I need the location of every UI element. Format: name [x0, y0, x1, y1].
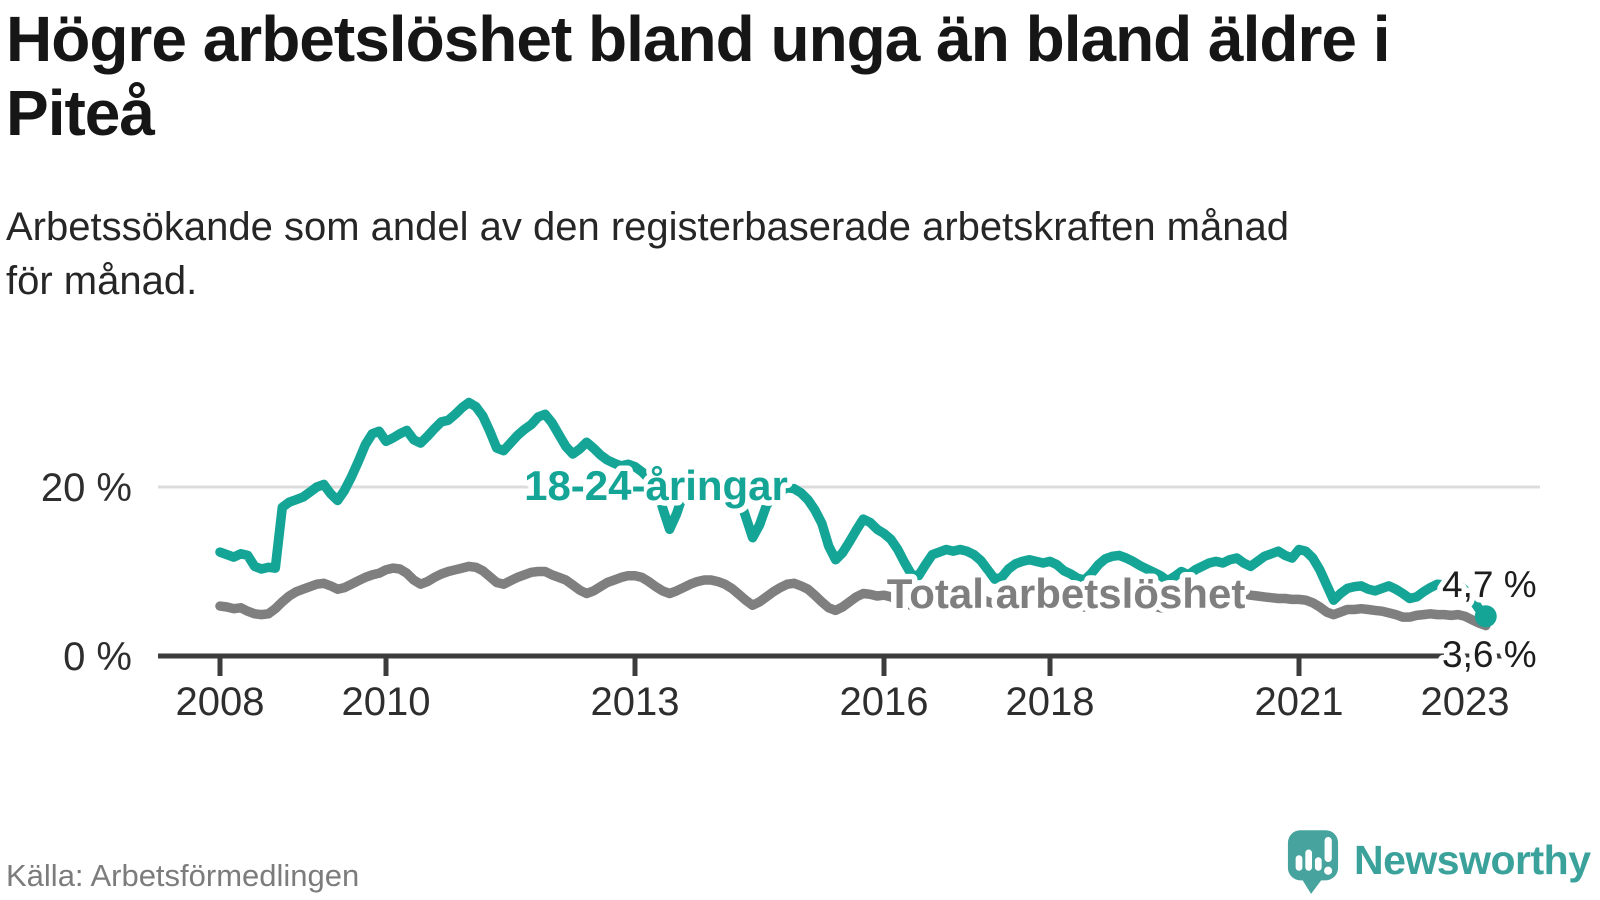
- youth-end-value-label: 4,7 %: [1442, 564, 1537, 605]
- x-axis-tick-label: 2016: [840, 680, 929, 724]
- x-axis-tick-label: 2023: [1421, 680, 1510, 724]
- total-series-label: Total arbetslöshet: [887, 570, 1246, 617]
- source-note: Källa: Arbetsförmedlingen: [6, 858, 360, 893]
- y-axis-tick-label: 0 %: [63, 635, 132, 679]
- newsworthy-logo: Newsworthy: [1286, 830, 1591, 896]
- chart-subtitle-line2: för månad.: [6, 259, 198, 303]
- axis-layer: 2008 2010 2013 2016 2018 2021 2023: [158, 653, 1540, 724]
- chart-subtitle-line1: Arbetssökande som andel av den registerb…: [6, 205, 1289, 249]
- total-series-line: [215, 561, 1491, 631]
- youth-series-label: 18-24-åringar: [524, 462, 788, 509]
- x-axis-tick-label: 2021: [1255, 680, 1344, 724]
- newsworthy-wordmark: Newsworthy: [1354, 836, 1591, 883]
- chart-title-line2: Piteå: [6, 77, 155, 149]
- x-axis-tick-label: 2008: [176, 680, 265, 724]
- y-axis-labels: 0 % 20 %: [41, 466, 132, 679]
- chart-title: Högre arbetslöshet bland unga än bland ä…: [6, 2, 1586, 150]
- newsworthy-speech-bubble-icon: [1287, 830, 1339, 894]
- total-end-value-label: 3,6 %: [1442, 634, 1537, 675]
- label-layer: 18-24-åringar Total arbetslöshet 4,7 % 3…: [519, 457, 1543, 681]
- y-axis-tick-label: 20 %: [41, 466, 132, 510]
- x-axis-tick-label: 2010: [342, 680, 431, 724]
- chart-title-line1: Högre arbetslöshet bland unga än bland ä…: [6, 3, 1391, 75]
- youth-end-dot: [1474, 605, 1497, 628]
- youth-series-line: [215, 397, 1491, 622]
- x-axis-tick-label: 2018: [1006, 680, 1095, 724]
- chart-subtitle: Arbetssökande som andel av den registerb…: [6, 200, 1566, 308]
- x-axis-tick-label: 2013: [591, 680, 680, 724]
